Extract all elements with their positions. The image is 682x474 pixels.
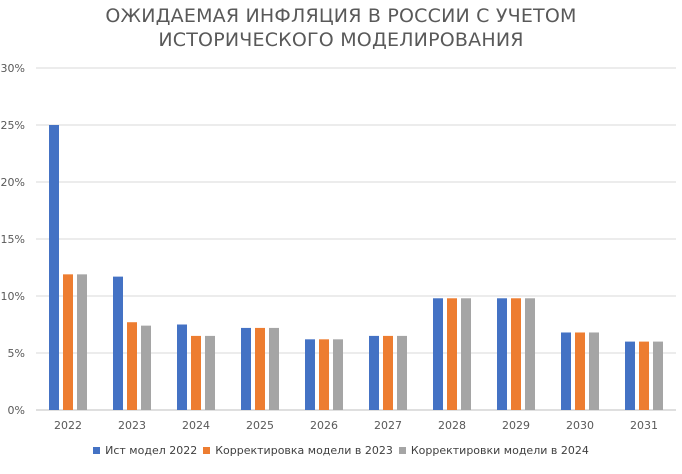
x-tick-label: 2022 [54,419,82,432]
bar-series-3 [397,335,407,410]
legend-swatch-series-1 [93,447,101,454]
bar-series-1 [241,327,251,410]
legend-label-series-2: Корректировка модели в 2023 [215,444,393,457]
legend-item-series-2: Корректировка модели в 2023 [203,444,393,457]
legend: Ист модел 2022 Корректировка модели в 20… [0,444,682,457]
bar-series-1 [433,298,443,410]
bar-series-2 [191,335,201,410]
legend-swatch-series-3 [398,447,406,454]
legend-item-series-3: Корректировки модели в 2024 [398,444,589,457]
bar-series-2 [319,339,329,410]
chart-title-line-1: ОЖИДАЕМАЯ ИНФЛЯЦИЯ В РОССИИ С УЧЕТОМ [105,5,577,27]
bar-series-1 [625,341,635,410]
legend-item-series-1: Ист модел 2022 [93,444,197,457]
y-tick-label: 5% [8,347,25,360]
bar-series-3 [461,298,471,410]
bars [49,125,663,410]
legend-swatch-series-2 [203,447,211,454]
x-tick-label: 2026 [310,419,338,432]
bar-series-3 [205,335,215,410]
y-axis: 0% 5% 10% 15% 20% 25% 30% [1,62,25,417]
bar-series-2 [575,332,585,410]
bar-series-2 [255,327,265,410]
x-tick-label: 2025 [246,419,274,432]
bar-series-2 [447,298,457,410]
x-tick-label: 2027 [374,419,402,432]
legend-label-series-1: Ист модел 2022 [105,444,198,457]
y-tick-label: 10% [1,290,25,303]
bar-series-3 [589,332,599,410]
legend-label-series-3: Корректировки модели в 2024 [410,444,589,457]
x-tick-label: 2031 [630,419,658,432]
x-tick-label: 2024 [182,419,210,432]
bar-series-1 [561,332,571,410]
bar-series-3 [77,274,87,410]
x-tick-label: 2030 [566,419,594,432]
bar-series-3 [333,339,343,410]
y-tick-label: 30% [1,62,25,75]
bar-series-3 [141,325,151,410]
bar-series-2 [511,298,521,410]
y-tick-label: 25% [1,119,25,132]
bar-series-2 [127,322,137,410]
bar-series-3 [525,298,535,410]
bar-series-3 [653,341,663,410]
y-tick-label: 15% [1,233,25,246]
bar-series-3 [269,327,279,410]
bar-series-1 [497,298,507,410]
bar-series-2 [63,274,73,410]
bar-series-1 [369,335,379,410]
bar-series-2 [383,335,393,410]
bar-series-1 [49,125,59,410]
bar-series-2 [639,341,649,410]
x-axis: 2022 2023 2024 2025 2026 2027 2028 2029 2030 2031 [54,419,658,432]
bar-series-1 [305,339,315,410]
bar-series-1 [177,324,187,410]
chart-title-line-2: ИСТОРИЧЕСКОГО МОДЕЛИРОВАНИЯ [158,29,524,51]
x-tick-label: 2023 [118,419,146,432]
x-tick-label: 2029 [502,419,530,432]
chart-title: ОЖИДАЕМАЯ ИНФЛЯЦИЯ В РОССИИ С УЧЕТОМ ИСТ… [0,4,682,52]
y-tick-label: 20% [1,176,25,189]
y-tick-label: 0% [8,404,25,417]
bar-series-1 [113,276,123,410]
x-tick-label: 2028 [438,419,466,432]
